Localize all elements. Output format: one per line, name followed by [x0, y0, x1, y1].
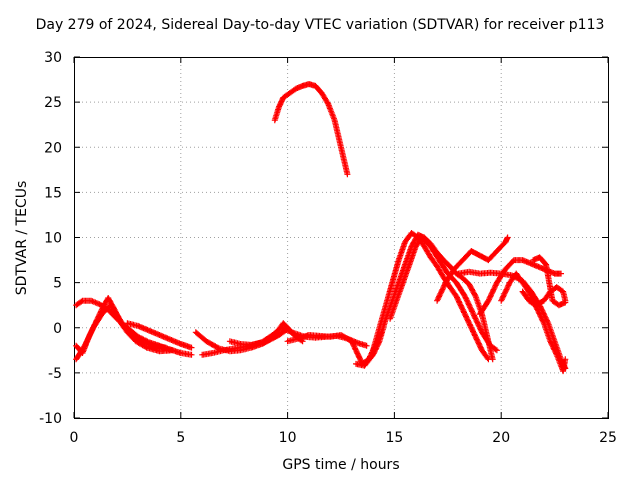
y-tick-label: -5 — [48, 366, 62, 382]
data-point-markers — [124, 320, 195, 351]
chart-title: Day 279 of 2024, Sidereal Day-to-day VTE… — [35, 17, 605, 33]
x-tick-label: 25 — [599, 430, 617, 446]
y-tick-label: -10 — [39, 411, 62, 427]
data-markers — [73, 81, 569, 375]
x-axis-label: GPS time / hours — [282, 457, 400, 473]
y-tick-label: 0 — [53, 321, 62, 337]
grid-lines — [74, 57, 608, 418]
y-tick-label: 15 — [44, 185, 62, 201]
data-series-track-9 — [271, 81, 351, 178]
data-series-track-18 — [530, 254, 569, 309]
data-series-track-13 — [434, 234, 511, 304]
y-tick-label: 25 — [44, 95, 62, 111]
data-series-track-15 — [476, 257, 564, 318]
y-tick-label: 30 — [44, 50, 62, 66]
data-series-track-3 — [73, 302, 169, 363]
data-series-track-12 — [387, 234, 500, 354]
data-point-markers — [530, 254, 569, 309]
data-series-track-4 — [124, 320, 195, 351]
axes: 0 5 10 15 20 25 -10 -5 0 5 10 15 20 25 30 — [39, 50, 617, 446]
x-tick-label: 10 — [279, 430, 297, 446]
x-tick-label: 0 — [70, 430, 79, 446]
y-axis-label: SDTVAR / TECUs — [14, 180, 30, 296]
data-point-markers — [73, 302, 169, 363]
data-point-markers — [476, 257, 564, 318]
y-tick-label: 5 — [53, 276, 62, 292]
y-tick-label: 20 — [44, 140, 62, 156]
y-tick-label: 10 — [44, 231, 62, 247]
data-point-markers — [434, 234, 511, 304]
x-tick-label: 5 — [176, 430, 185, 446]
x-tick-label: 15 — [385, 430, 403, 446]
x-tick-label: 20 — [492, 430, 510, 446]
data-point-markers — [271, 81, 351, 178]
data-point-markers — [387, 234, 500, 354]
